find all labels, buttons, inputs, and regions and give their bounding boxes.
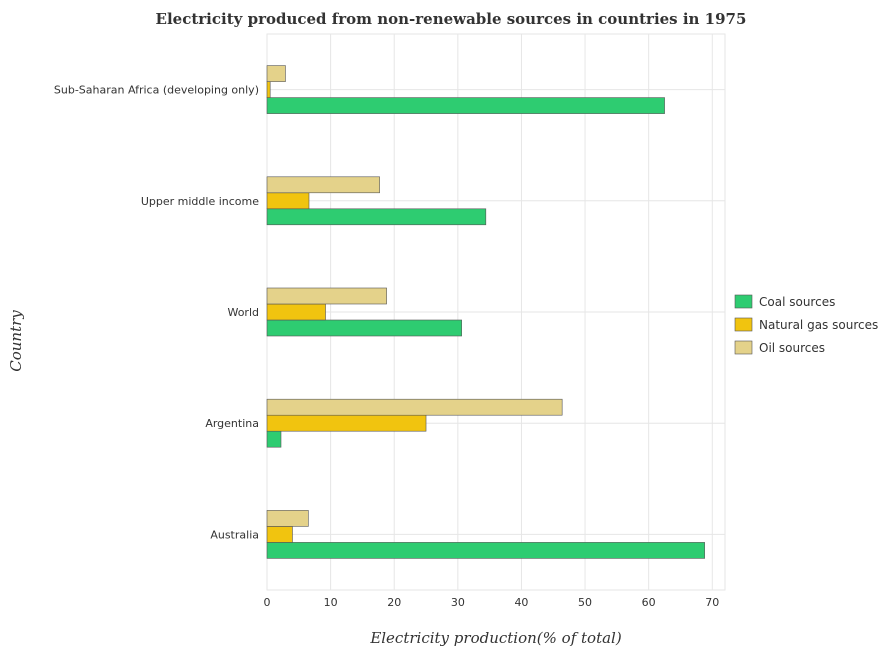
x-tick-label: 60 [642, 596, 656, 609]
bar-oil-sources [266, 510, 309, 527]
y-tick-label: Argentina [205, 417, 259, 430]
legend: Coal sources Natural gas sources Oil sourc… [734, 294, 878, 355]
y-tick-label: Sub-Saharan Africa (developing only) [54, 84, 259, 97]
x-axis-ticks: 0 10 20 30 40 50 60 70 [264, 596, 720, 609]
y-tick-label: World [227, 306, 259, 319]
bar-coal-sources [266, 319, 462, 337]
legend-label: Oil sources [759, 341, 825, 355]
chart-title: Electricity produced from non-renewable … [156, 10, 747, 28]
bar-oil-sources [266, 176, 380, 194]
bar-coal-sources [266, 542, 705, 559]
x-tick-label: 20 [387, 596, 401, 609]
bar-coal-sources [266, 430, 282, 448]
legend-label: Coal sources [759, 295, 835, 309]
bar-oil-sources [266, 65, 286, 82]
x-tick-label: 70 [705, 596, 719, 609]
bar-natural-gas-sources [266, 81, 271, 98]
y-axis-ticks: Sub-Saharan Africa (developing only) Uppe… [54, 84, 259, 542]
x-tick-label: 10 [324, 596, 338, 609]
y-axis-label: Country [7, 310, 25, 372]
bars [266, 65, 705, 559]
x-axis-label: Electricity production(% of total) [369, 629, 622, 647]
bar-natural-gas-sources [266, 303, 326, 321]
bar-natural-gas-sources [266, 192, 310, 210]
y-tick-label: Australia [210, 528, 259, 541]
legend-swatch [734, 317, 753, 332]
y-tick-label: Upper middle income [141, 195, 259, 208]
legend-label: Natural gas sources [759, 318, 878, 332]
x-tick-label: 30 [451, 596, 465, 609]
x-tick-label: 50 [578, 596, 592, 609]
bar-coal-sources [266, 208, 487, 226]
x-tick-label: 0 [264, 596, 271, 609]
legend-swatch [734, 340, 753, 355]
grid [266, 33, 726, 591]
bar-oil-sources [266, 398, 563, 416]
bar-natural-gas-sources [266, 414, 427, 432]
bar-oil-sources [266, 287, 387, 305]
x-tick-label: 40 [514, 596, 528, 609]
legend-swatch [734, 294, 753, 309]
bar-coal-sources [266, 97, 665, 114]
bar-natural-gas-sources [266, 526, 293, 543]
